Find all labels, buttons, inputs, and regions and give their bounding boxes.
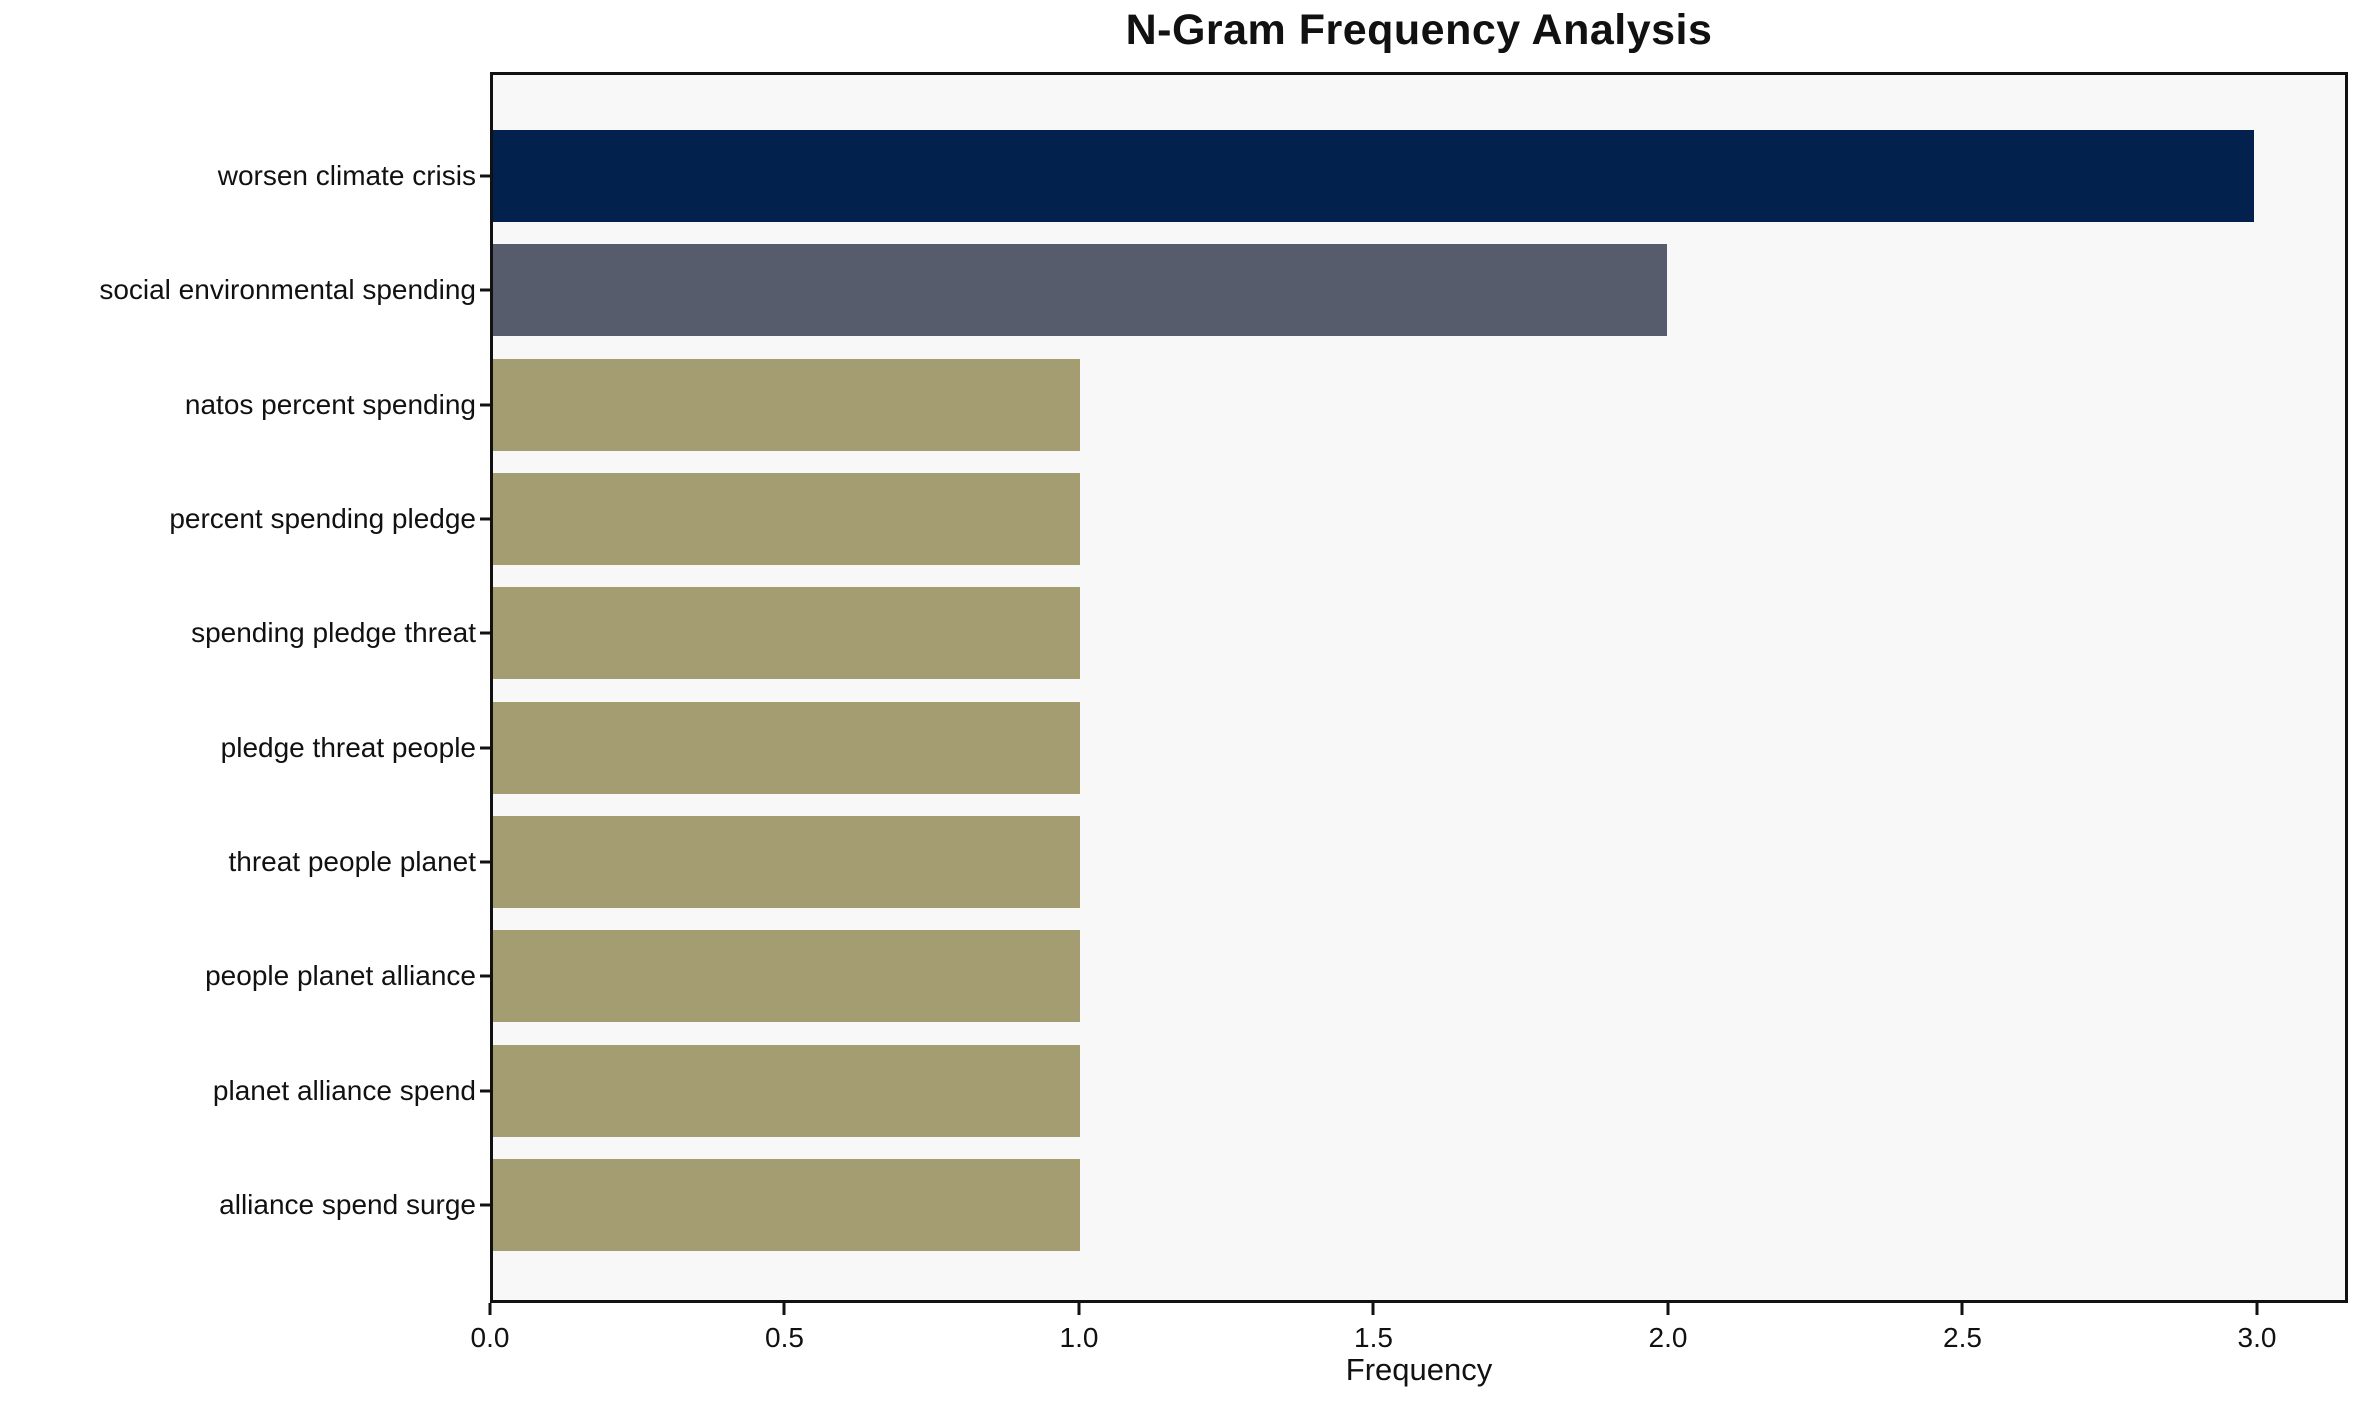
y-tick-mark [480,860,490,864]
x-tick-mark [1371,1303,1375,1315]
bar-row: planet alliance spend [213,1044,2345,1137]
chart-title: N-Gram Frequency Analysis [1125,6,1713,54]
bar-row: spending pledge threat [191,587,2345,680]
y-tick-mark [480,631,490,635]
x-tick-mark [1666,1303,1670,1315]
x-tick-label: 2.5 [1943,1322,1982,1353]
x-tick-label: 0.0 [470,1322,510,1353]
category-label: pledge threat people [220,731,476,763]
y-tick-mark [480,1203,490,1207]
x-axis: 0.0 0.5 1.0 1.5 2.0 2.5 3.0 [471,1303,2348,1363]
y-tick-mark [480,517,490,521]
bar [493,1158,1081,1251]
x-tick-label: 1.0 [1059,1322,1099,1353]
category-label: planet alliance spend [212,1074,476,1106]
plot-area: worsen climate crisis social environmenta… [99,72,2348,1303]
x-axis-title: Frequency [1345,1352,1493,1387]
x-tick-mark [488,1303,492,1315]
bar-row: pledge threat people [221,701,2345,794]
x-tick-mark [2255,1303,2259,1315]
category-label: spending pledge threat [191,617,476,649]
bar-row: social environmental spending [99,244,2345,337]
bar-row: percent spending pledge [169,472,2345,565]
bar-row: alliance spend surge [219,1158,2345,1251]
y-tick-mark [480,974,490,978]
bar [493,244,1668,337]
category-label: worsen climate crisis [217,160,476,191]
bar [493,701,1081,794]
x-tick-label: 2.0 [1648,1322,1688,1353]
category-label: people planet alliance [205,960,476,992]
x-tick-label: 1.5 [1354,1322,1393,1353]
x-tick-mark [1960,1303,1964,1315]
x-tick-label: 3.0 [2237,1322,2277,1353]
category-label: social environmental spending [99,274,476,306]
y-tick-mark [480,288,490,292]
x-tick-mark [1077,1303,1081,1315]
bar [493,1044,1081,1137]
category-label: alliance spend surge [219,1188,476,1220]
bar-row: people planet alliance [205,930,2345,1023]
y-tick-mark [480,746,490,750]
bar-row: natos percent spending [185,358,2345,451]
bar [493,930,1081,1023]
category-label: percent spending pledge [169,502,476,534]
y-tick-mark [480,174,490,178]
bar-row: threat people planet [228,815,2345,908]
x-tick-label: 0.5 [765,1322,804,1353]
bar [493,587,1081,680]
y-tick-mark [480,403,490,407]
bars-container: worsen climate crisis social environmenta… [99,130,2345,1251]
category-label: natos percent spending [184,388,476,420]
x-tick-mark [782,1303,786,1315]
y-tick-mark [480,1089,490,1093]
bar [493,472,1081,565]
bar [493,358,1081,451]
bar [493,815,1081,908]
bar [493,130,2255,222]
bar-row: worsen climate crisis [218,130,2345,222]
category-label: threat people planet [228,845,476,877]
